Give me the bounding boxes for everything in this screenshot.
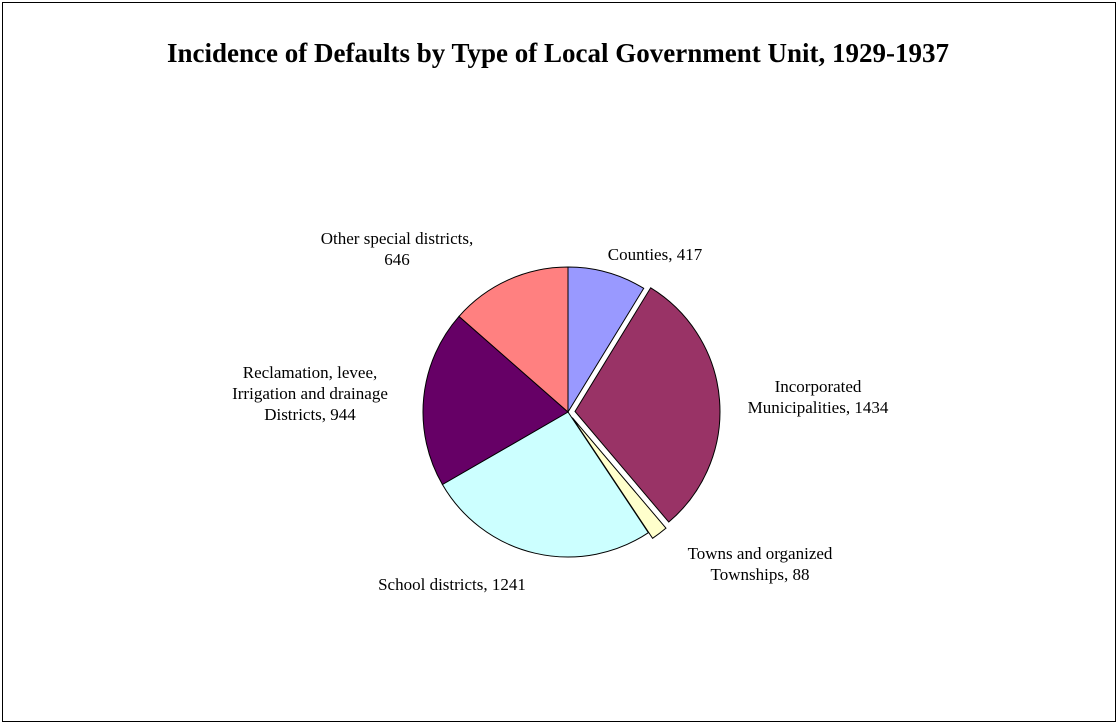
pie-slice	[574, 287, 721, 523]
slice-label: Towns and organized Townships, 88	[688, 544, 833, 584]
slice-label: Counties, 417	[608, 245, 703, 264]
slice-label: Other special districts, 646	[321, 229, 474, 269]
chart-title: Incidence of Defaults by Type of Local G…	[167, 38, 949, 68]
pie-slice	[422, 315, 569, 486]
slice-label: Incorporated Municipalities, 1434	[748, 377, 889, 417]
slice-label: Reclamation, levee, Irrigation and draina…	[232, 363, 388, 424]
pie-slice	[571, 417, 667, 539]
slice-label: School districts, 1241	[378, 575, 526, 594]
pie-slice	[441, 411, 650, 558]
pie-slice	[458, 266, 569, 414]
